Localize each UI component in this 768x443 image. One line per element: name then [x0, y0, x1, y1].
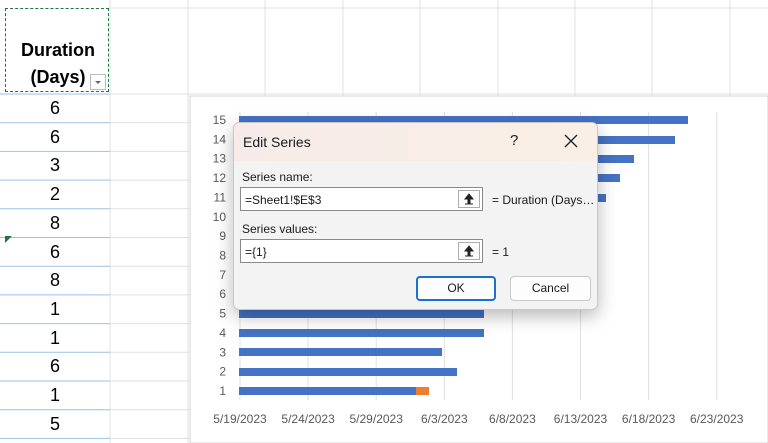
x-axis-label: 5/29/2023 — [350, 412, 404, 426]
cell[interactable]: 6 — [49, 98, 60, 118]
bar — [239, 348, 442, 356]
x-axis-label: 6/13/2023 — [554, 412, 608, 426]
error-indicator — [5, 236, 12, 243]
x-axis-label: 6/18/2023 — [622, 412, 676, 426]
y-axis-label: 10 — [213, 210, 227, 224]
x-axis-label: 6/23/2023 — [690, 412, 744, 426]
cell[interactable]: 8 — [49, 212, 60, 233]
y-axis-label: 3 — [219, 345, 226, 359]
cell[interactable]: 5 — [49, 413, 60, 434]
collapse-button[interactable] — [458, 190, 480, 208]
x-axis-label: 5/24/2023 — [281, 412, 335, 426]
ok-button[interactable]: OK — [416, 276, 496, 301]
series-name-input[interactable]: =Sheet1!$E$3 — [240, 187, 483, 211]
bar — [239, 368, 457, 376]
y-axis-label: 9 — [219, 229, 226, 243]
x-axis-label: 6/3/2023 — [421, 412, 468, 426]
cell[interactable]: 3 — [49, 155, 60, 176]
dropdown-arrow — [95, 81, 101, 84]
title-bar — [234, 123, 597, 161]
y-axis-label: 6 — [219, 287, 226, 301]
y-axis-label: 15 — [213, 113, 227, 127]
cell[interactable]: 1 — [49, 385, 60, 405]
series-values-result: = 1 — [492, 245, 510, 259]
y-axis-label: 4 — [219, 326, 226, 340]
y-axis-label: 1 — [219, 384, 226, 398]
series-name-label: Series name: — [242, 170, 313, 184]
bar — [239, 329, 484, 337]
close-button[interactable] — [564, 134, 578, 148]
bar — [416, 387, 429, 395]
series-values-label: Series values: — [242, 222, 318, 236]
y-axis-label: 2 — [219, 365, 226, 379]
y-axis-label: 13 — [213, 152, 227, 166]
edit-series-dialog: Edit Series ? Series name: =Sheet1!$E$3 … — [233, 122, 598, 310]
series-name-result: = Duration (Days… — [492, 193, 595, 207]
header-cell[interactable]: Duration (Days) — [5, 8, 109, 92]
y-axis-label: 7 — [219, 268, 226, 282]
series-values-value: ={1} — [245, 245, 267, 259]
header-text: Duration (Days) — [21, 40, 95, 87]
help-button[interactable]: ? — [510, 132, 519, 149]
sheet-grid — [109, 0, 768, 443]
cell[interactable]: 6 — [49, 356, 60, 377]
cancel-button[interactable]: Cancel — [510, 276, 591, 301]
y-axis-label: 11 — [214, 190, 227, 204]
y-axis-label: 12 — [213, 171, 227, 185]
cell[interactable]: 1 — [49, 327, 60, 348]
y-axis-label: 14 — [213, 132, 227, 146]
y-axis-label: 8 — [219, 248, 226, 262]
y-axis-label: 5 — [219, 307, 226, 321]
dialog-title: Edit Series — [243, 134, 311, 150]
collapse-button[interactable] — [458, 242, 480, 260]
filter-dropdown[interactable] — [90, 74, 106, 90]
series-values-input[interactable]: ={1} — [240, 239, 483, 263]
cell[interactable]: 6 — [49, 126, 60, 147]
series-name-value: =Sheet1!$E$3 — [245, 193, 322, 207]
x-axis-label: 5/19/2023 — [213, 412, 267, 426]
cell[interactable]: 8 — [49, 270, 60, 291]
cell[interactable]: 1 — [49, 298, 60, 319]
row-lines — [0, 93, 190, 439]
bar — [239, 310, 484, 318]
x-axis-label: 6/8/2023 — [489, 412, 536, 426]
bar — [239, 387, 416, 395]
bar — [239, 116, 688, 124]
cell[interactable]: 6 — [49, 241, 60, 262]
cell[interactable]: 2 — [49, 184, 60, 205]
